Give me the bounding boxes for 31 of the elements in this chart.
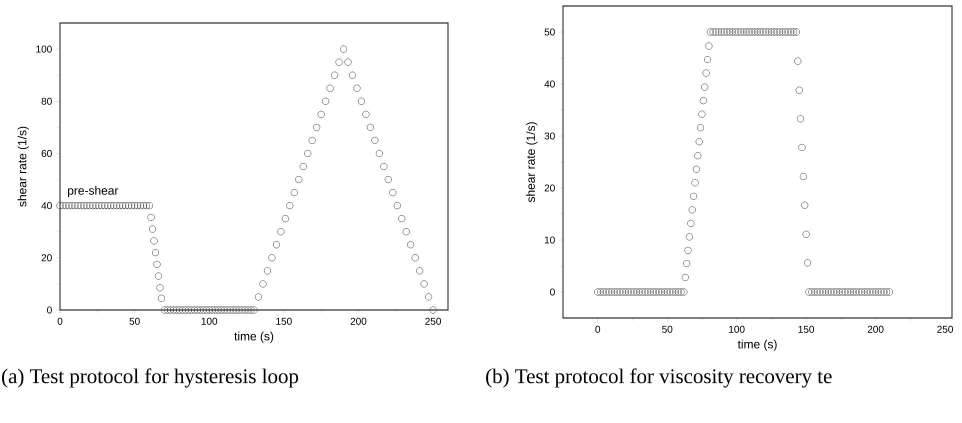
x-tick-label: 0 bbox=[595, 326, 600, 333]
x-tick-label: 250 bbox=[937, 326, 953, 333]
text: (a) Test protocol for hysteresis loop bbox=[2, 368, 298, 388]
y-tick-label: 50 bbox=[544, 28, 555, 36]
text: (b) Test protocol for viscosity recovery te bbox=[486, 368, 832, 388]
x-tick-label: 200 bbox=[868, 326, 884, 333]
x-tick-label: 200 bbox=[350, 318, 366, 325]
y-axis-title: shear rate (1/s) bbox=[18, 126, 29, 207]
y-tick-label: 40 bbox=[41, 202, 52, 210]
y-tick-label: 0 bbox=[47, 306, 52, 314]
x-tick-label: 100 bbox=[729, 326, 745, 333]
y-tick-label: 20 bbox=[42, 254, 52, 262]
y-tick-label: 20 bbox=[544, 184, 555, 192]
y-tick-label: 10 bbox=[544, 236, 555, 244]
x-tick-label: 150 bbox=[798, 326, 814, 333]
y-tick-label: 80 bbox=[42, 98, 52, 105]
y-axis-title: shear rate (1/s) bbox=[526, 122, 538, 202]
y-tick-label: 100 bbox=[36, 46, 52, 53]
x-tick-label: 50 bbox=[129, 318, 140, 325]
x-tick-label: 100 bbox=[202, 318, 218, 325]
x-tick-label: 0 bbox=[58, 318, 62, 325]
y-tick-label: 40 bbox=[544, 80, 555, 88]
x-tick-label: 150 bbox=[276, 318, 292, 325]
y-tick-label: 60 bbox=[42, 150, 52, 157]
x-tick-label: 250 bbox=[425, 318, 442, 325]
x-axis-title: time (s) bbox=[234, 332, 274, 343]
annotation: pre-shear bbox=[68, 186, 118, 198]
y-tick-label: 30 bbox=[544, 132, 555, 140]
y-tick-label: 0 bbox=[550, 288, 555, 296]
x-tick-label: 50 bbox=[662, 326, 672, 333]
x-axis-title: time (s) bbox=[738, 340, 777, 351]
